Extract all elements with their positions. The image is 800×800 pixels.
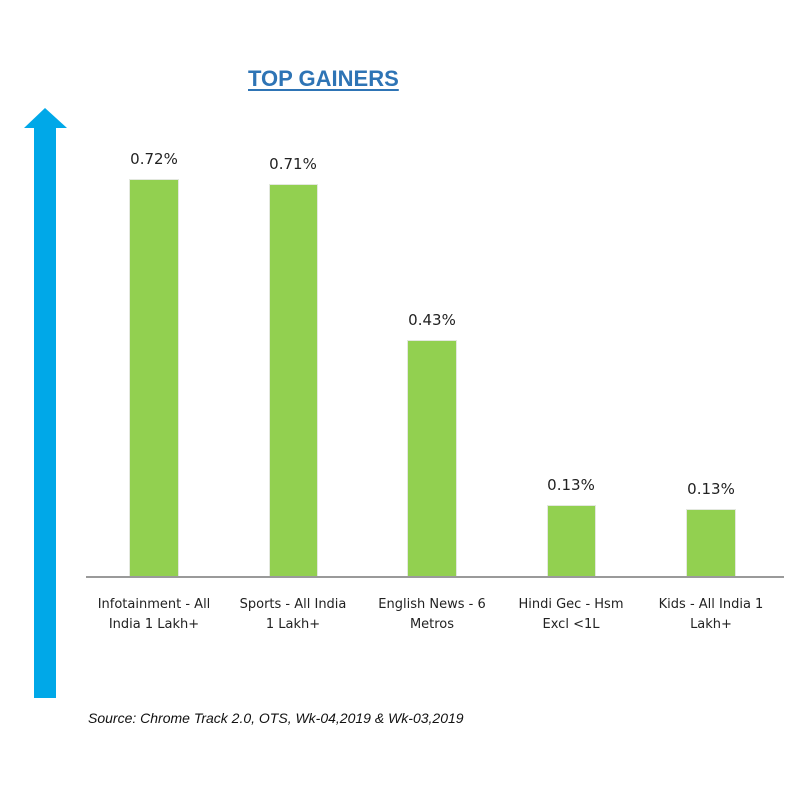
value-label: 0.43% xyxy=(408,311,456,329)
category-label-line: Lakh+ xyxy=(690,617,732,632)
value-label: 0.13% xyxy=(687,480,735,498)
category-label-line: Excl <1L xyxy=(542,617,600,632)
category-label-line: India 1 Lakh+ xyxy=(108,617,200,632)
category-label-line: Metros xyxy=(409,617,455,632)
value-label: 0.72% xyxy=(130,150,178,168)
source-note: Source: Chrome Track 2.0, OTS, Wk-04,201… xyxy=(88,710,464,726)
category-label-line: Sports - All India xyxy=(239,597,347,612)
up-arrow-icon xyxy=(24,108,67,698)
value-label: 0.13% xyxy=(547,476,595,494)
value-label: 0.71% xyxy=(269,155,317,173)
category-label-line: Kids - All India 1 xyxy=(658,597,764,612)
bar-english-news xyxy=(408,341,456,576)
category-label: English News - 6 Metros xyxy=(352,595,512,635)
chart-title: TOP GAINERS xyxy=(248,66,399,91)
x-axis-line xyxy=(86,576,784,578)
bar-sports xyxy=(270,185,317,576)
category-label-line: English News - 6 xyxy=(378,597,486,612)
category-label: Infotainment - All India 1 Lakh+ xyxy=(74,595,234,635)
category-label-line: 1 Lakh+ xyxy=(265,617,321,632)
bar-infotainment xyxy=(130,180,178,576)
category-label: Hindi Gec - Hsm Excl <1L xyxy=(491,595,651,635)
category-label-line: Infotainment - All xyxy=(97,597,211,612)
category-label: Kids - All India 1 Lakh+ xyxy=(631,595,791,635)
bar-hindi-gec xyxy=(548,506,595,576)
category-label-line: Hindi Gec - Hsm xyxy=(518,597,624,612)
category-label: Sports - All India 1 Lakh+ xyxy=(213,595,373,635)
bar-kids xyxy=(687,510,735,576)
